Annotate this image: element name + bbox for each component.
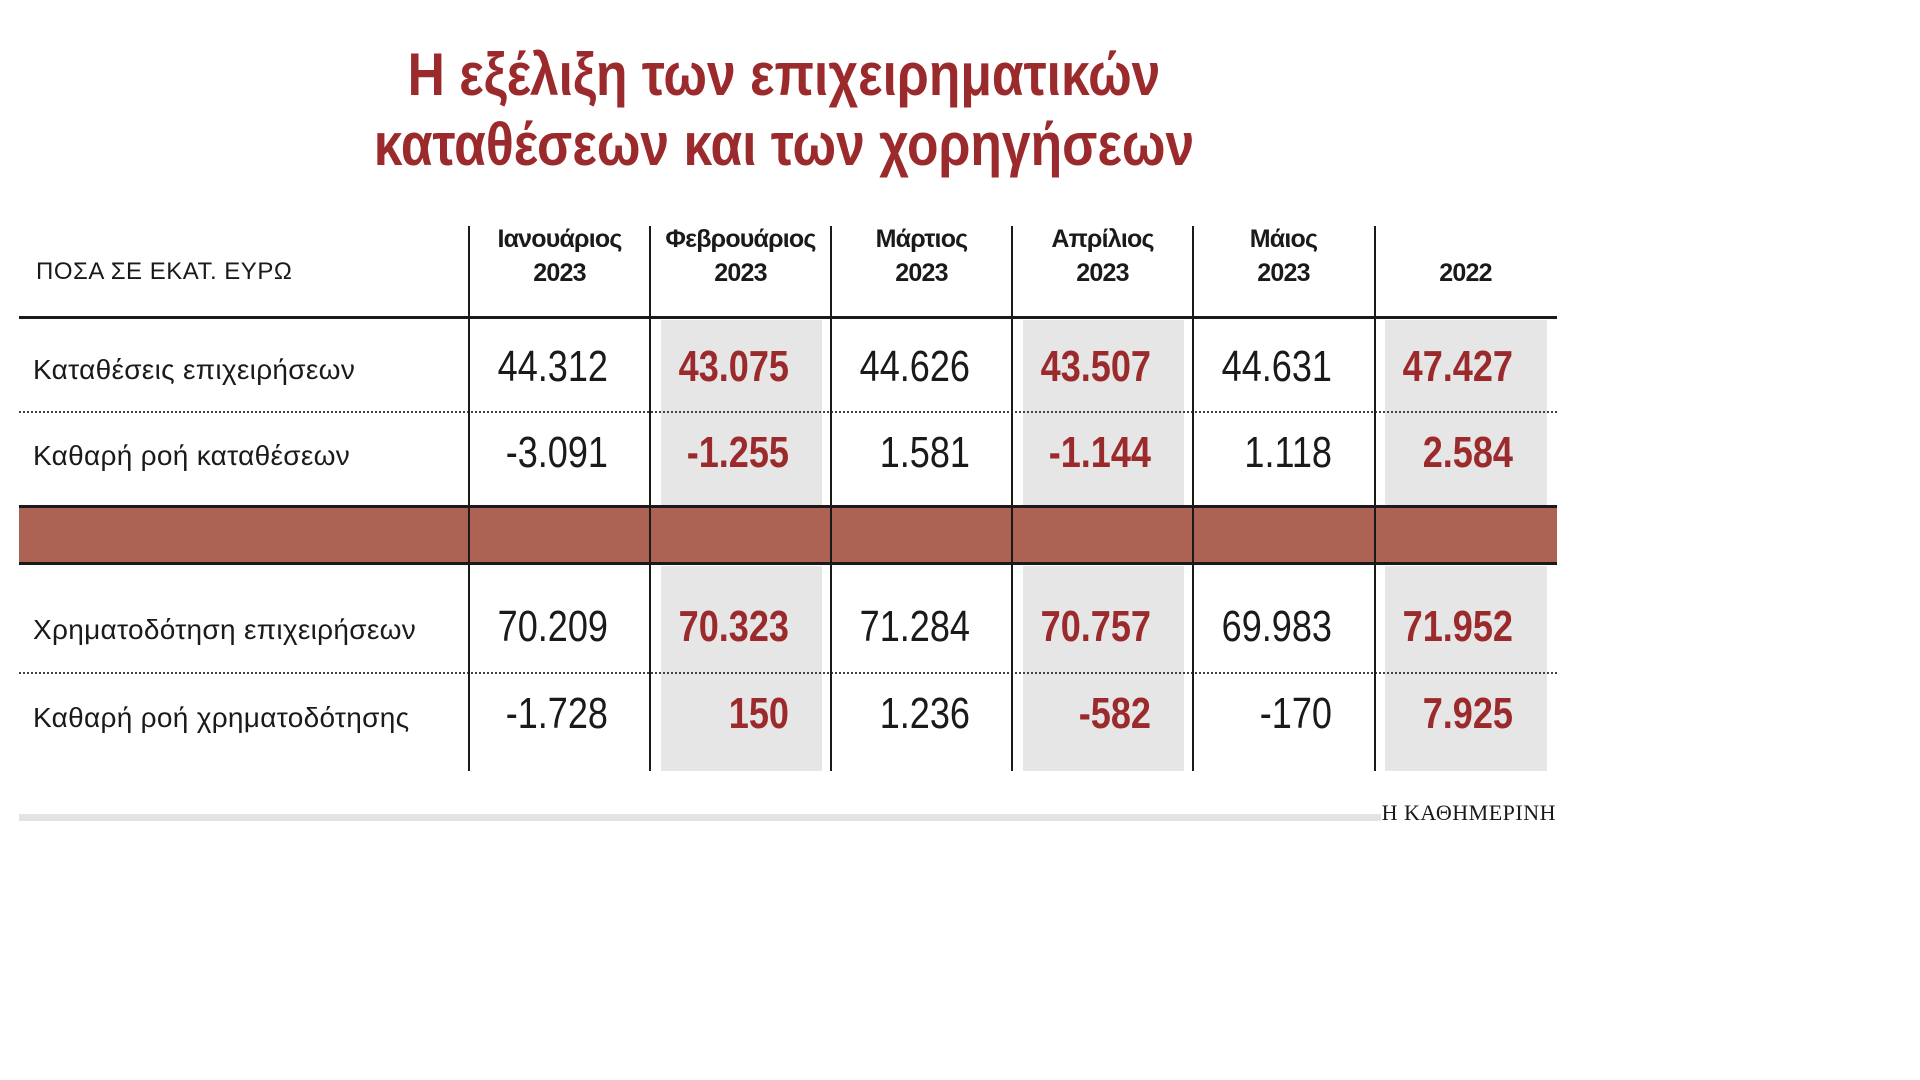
table-cell: 43.075 bbox=[678, 342, 789, 391]
publisher-logo: Η ΚΑΘΗΜΕΡΙΝΗ bbox=[1381, 800, 1556, 825]
data-table: ΠΟΣΑ ΣΕ ΕΚΑΤ. ΕΥΡΩ Ιανουάριος 2023 Φεβρο… bbox=[19, 222, 1557, 771]
band-bottom-rule bbox=[19, 562, 1557, 565]
column-header-april-month: Απρίλιος bbox=[1051, 225, 1154, 253]
table-cell: 70.323 bbox=[678, 602, 789, 651]
shade-column-2022 bbox=[1385, 320, 1547, 507]
header-rule bbox=[19, 316, 1557, 319]
table-cell: -1.255 bbox=[686, 428, 789, 477]
table-cell: -3.091 bbox=[505, 428, 608, 477]
table-cell: 69.983 bbox=[1221, 602, 1332, 651]
table-cell: 44.626 bbox=[859, 342, 970, 391]
chart-title: Η εξέλιξη των επιχειρηματικών καταθέσεων… bbox=[110, 40, 1458, 180]
section-separator-band bbox=[19, 508, 1557, 563]
row-label-business-financing: Χρηματοδότηση επιχειρήσεων bbox=[33, 614, 417, 645]
column-header-march: Μάρτιος 2023 bbox=[831, 222, 1012, 290]
column-divider-3 bbox=[830, 226, 832, 771]
column-header-january-month: Ιανουάριος bbox=[497, 225, 622, 253]
row-label-business-deposits: Καταθέσεις επιχειρήσεων bbox=[33, 354, 356, 385]
column-header-january-year: 2023 bbox=[533, 259, 586, 287]
table-cell: 44.312 bbox=[497, 342, 608, 391]
table-cell: -582 bbox=[1078, 689, 1151, 738]
row-divider-1 bbox=[19, 411, 1557, 413]
table-cell: 7.925 bbox=[1422, 689, 1513, 738]
band-top-rule bbox=[19, 505, 1557, 508]
column-divider-1 bbox=[468, 226, 470, 771]
column-header-february-year: 2023 bbox=[714, 259, 767, 287]
column-header-april-year: 2023 bbox=[1076, 259, 1129, 287]
column-header-march-year: 2023 bbox=[895, 259, 948, 287]
row-label-net-deposit-flow: Καθαρή ροή καταθέσεων bbox=[33, 440, 351, 471]
chart-title-line-1: Η εξέλιξη των επιχειρηματικών bbox=[407, 41, 1161, 108]
column-header-2022: 2022 bbox=[1375, 256, 1556, 290]
table-cell: -170 bbox=[1259, 689, 1332, 738]
shade-column-april-lower bbox=[1023, 566, 1184, 771]
shade-column-february-lower bbox=[661, 566, 822, 771]
table-cell: 1.118 bbox=[1244, 428, 1332, 477]
shade-column-2022-lower bbox=[1385, 566, 1547, 771]
footer-bar bbox=[19, 814, 1381, 821]
table-cell: 1.581 bbox=[879, 428, 970, 477]
table-cell: 71.284 bbox=[859, 602, 970, 651]
column-header-may-month: Μάιος bbox=[1249, 225, 1318, 253]
table-cell: 1.236 bbox=[879, 689, 970, 738]
row-label-net-financing-flow: Καθαρή ροή χρηματοδότησης bbox=[33, 702, 410, 733]
column-divider-6 bbox=[1374, 226, 1376, 771]
shade-column-april bbox=[1023, 320, 1184, 507]
table-cell: 70.209 bbox=[497, 602, 608, 651]
table-cell: 150 bbox=[728, 689, 789, 738]
column-divider-4 bbox=[1011, 226, 1013, 771]
column-header-february-month: Φεβρουάριος bbox=[665, 225, 816, 253]
table-cell: 47.427 bbox=[1402, 342, 1513, 391]
column-header-may-year: 2023 bbox=[1257, 259, 1310, 287]
units-label: ΠΟΣΑ ΣΕ ΕΚΑΤ. ΕΥΡΩ bbox=[36, 258, 293, 285]
table-cell: 44.631 bbox=[1221, 342, 1332, 391]
chart-title-line-2: καταθέσεων και των χορηγήσεων bbox=[373, 111, 1195, 178]
table-cell: 43.507 bbox=[1040, 342, 1151, 391]
table-cell: -1.144 bbox=[1048, 428, 1151, 477]
shade-column-february bbox=[661, 320, 822, 507]
table-cell: 70.757 bbox=[1040, 602, 1151, 651]
column-header-march-month: Μάρτιος bbox=[875, 225, 969, 253]
row-divider-2 bbox=[19, 672, 1557, 674]
table-cell: 71.952 bbox=[1402, 602, 1513, 651]
column-header-2022-year: 2022 bbox=[1439, 259, 1492, 287]
column-header-february: Φεβρουάριος 2023 bbox=[650, 222, 831, 290]
table-cell: 2.584 bbox=[1422, 428, 1513, 477]
column-divider-5 bbox=[1192, 226, 1194, 771]
column-header-january: Ιανουάριος 2023 bbox=[469, 222, 650, 290]
column-header-april: Απρίλιος 2023 bbox=[1012, 222, 1193, 290]
column-header-may: Μάιος 2023 bbox=[1193, 222, 1374, 290]
table-cell: -1.728 bbox=[505, 689, 608, 738]
column-divider-2 bbox=[649, 226, 651, 771]
